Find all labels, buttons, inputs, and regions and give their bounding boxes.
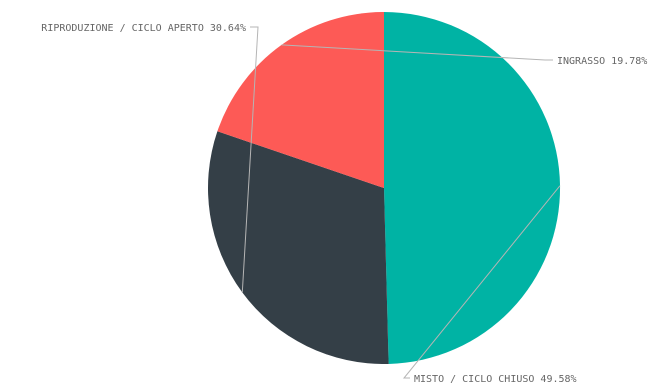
pie-slice-ingrasso[interactable] <box>217 12 384 188</box>
slices-layer <box>207 11 561 365</box>
pie-slice-misto-ciclo-chiuso[interactable] <box>384 11 561 364</box>
slice-label: RIPRODUZIONE / CICLO APERTO 30.64% <box>41 23 246 34</box>
leader-line <box>402 185 561 379</box>
pie-slice-riproduzione-ciclo-aperto[interactable] <box>207 131 389 365</box>
labels-layer: MISTO / CICLO CHIUSO 49.58% RIPRODUZIONE … <box>41 23 647 385</box>
leader-line <box>281 44 553 61</box>
slice-label: INGRASSO 19.78% <box>557 56 647 67</box>
leader-line <box>241 26 259 293</box>
slice-label: MISTO / CICLO CHIUSO 49.58% <box>414 374 577 385</box>
